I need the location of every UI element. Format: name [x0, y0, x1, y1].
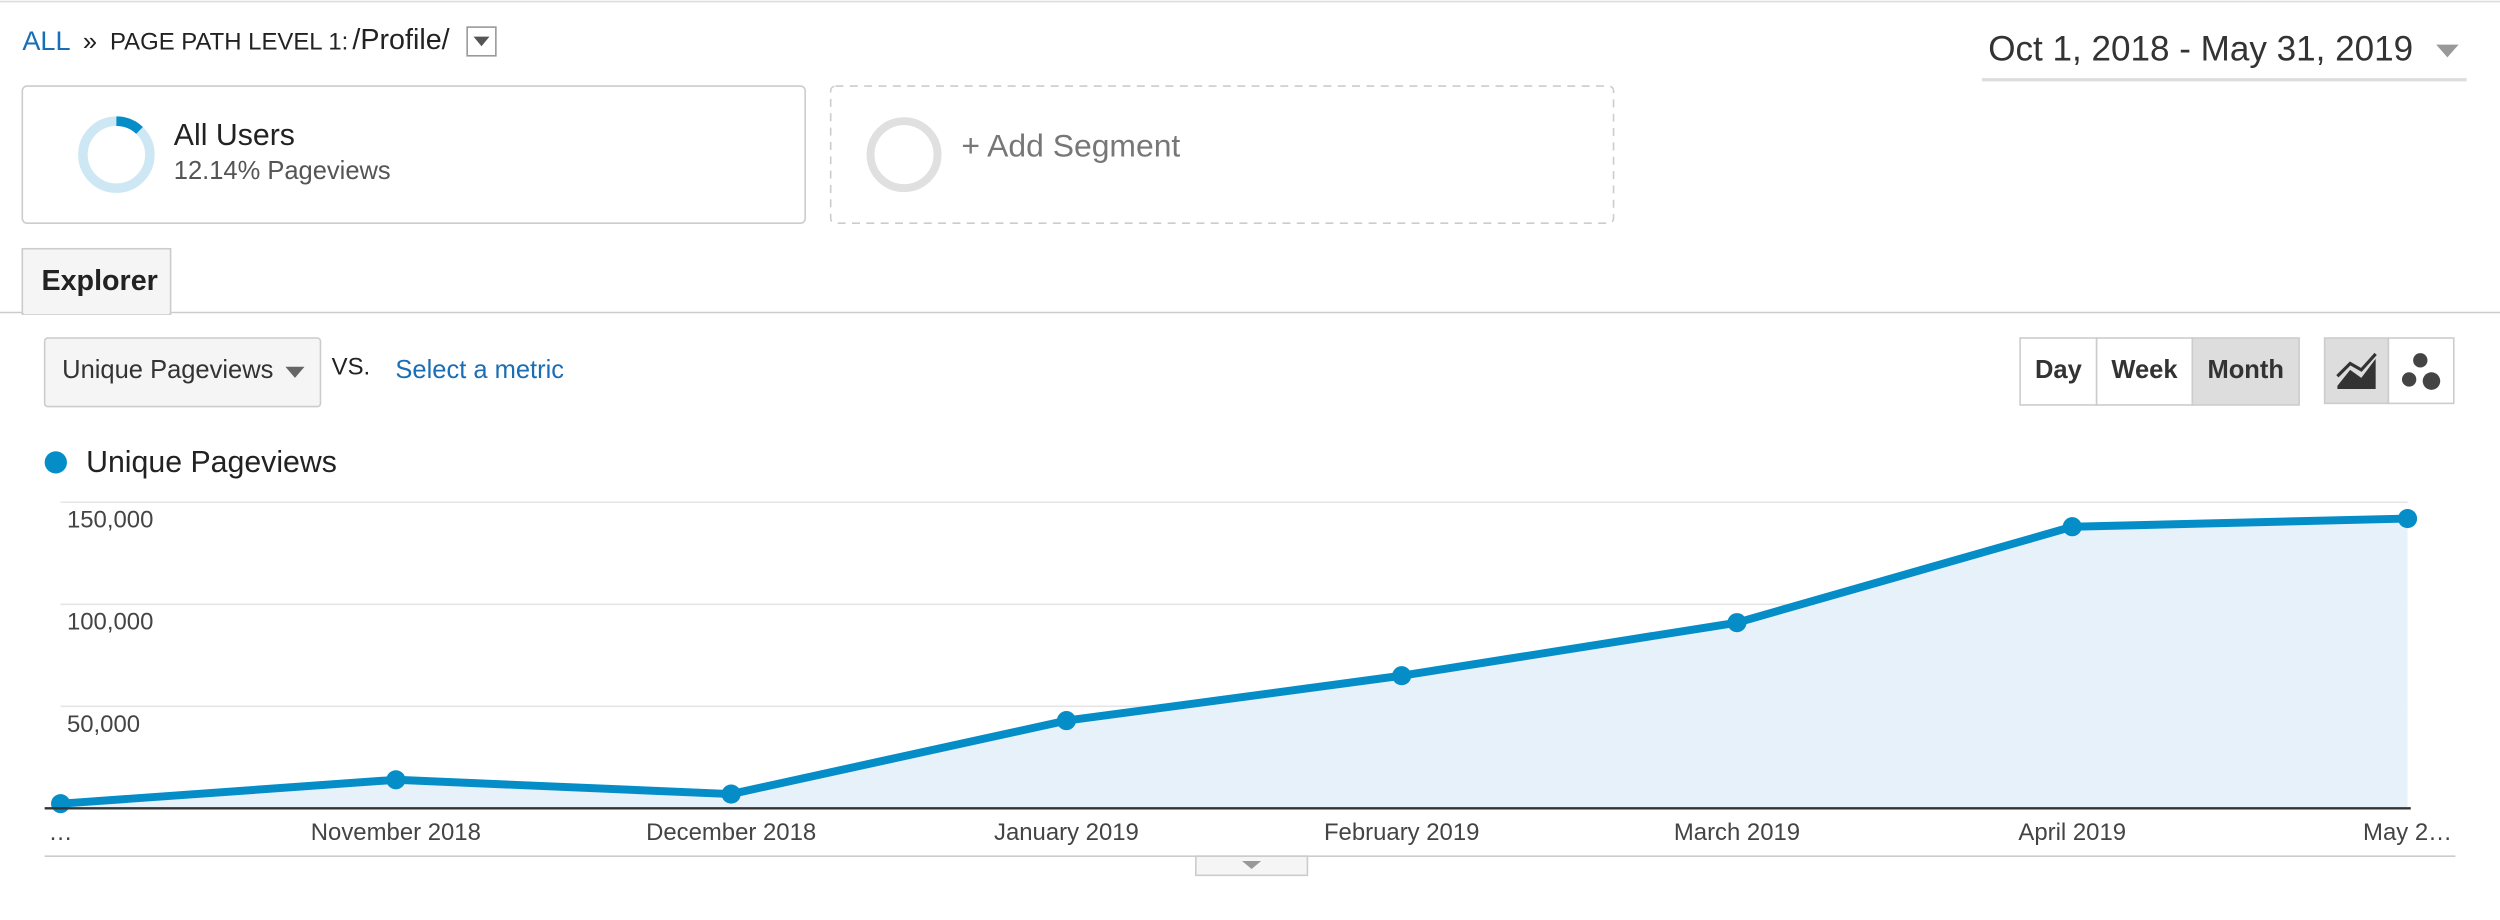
y-tick-label: 150,000 — [67, 507, 153, 534]
tab-label[interactable]: Explorer — [41, 265, 157, 297]
point[interactable] — [1727, 613, 1747, 633]
breadcrumb-dropdown[interactable] — [466, 26, 497, 57]
legend-marker — [44, 451, 67, 474]
point[interactable] — [51, 794, 71, 814]
add-segment-card[interactable] — [829, 85, 1615, 225]
segment-card[interactable] — [21, 85, 806, 225]
x-tick-label: February 2019 — [1324, 819, 1479, 846]
segment-name: All Users — [174, 119, 295, 152]
period-label[interactable]: Week — [2111, 356, 2178, 384]
point[interactable] — [1056, 711, 1076, 731]
select-metric[interactable]: Select a metric — [395, 356, 564, 384]
tab[interactable] — [21, 247, 172, 315]
add-segment-ring — [866, 117, 942, 193]
x-tick-label: January 2019 — [994, 819, 1139, 846]
y-tick-label: 50,000 — [67, 711, 140, 738]
x-tick-label: December 2018 — [646, 819, 816, 846]
x-tick-label: November 2018 — [311, 819, 481, 846]
period-button[interactable] — [2191, 337, 2300, 406]
x-tick-label: April 2019 — [2018, 819, 2126, 846]
x-tick-label: March 2019 — [1674, 819, 1800, 846]
line — [60, 514, 2408, 808]
metric-arrow[interactable] — [285, 366, 305, 378]
metric-label[interactable]: Unique Pageviews — [62, 356, 273, 384]
point[interactable] — [2062, 517, 2082, 537]
add-segment-label[interactable]: + Add Segment — [961, 128, 1180, 164]
period-label[interactable]: Day — [2035, 356, 2083, 384]
metric-dropdown[interactable] — [43, 337, 322, 408]
y-tick-label: 100,000 — [67, 609, 153, 636]
area — [60, 518, 2408, 809]
chart-type-buttons — [2323, 337, 2455, 405]
period-button[interactable] — [2095, 337, 2194, 406]
motion-icon-dot — [2422, 372, 2441, 390]
line-chart-button[interactable] — [2323, 337, 2390, 405]
point[interactable] — [1392, 666, 1412, 686]
breadcrumb-value: /Profile/ — [352, 24, 449, 56]
vs-label: VS. — [332, 354, 371, 381]
chart: 50,000 100,000 150,000 … November 2018 Decemb… — [44, 501, 2452, 846]
point[interactable] — [386, 770, 406, 790]
period-label[interactable]: Month — [2207, 356, 2283, 384]
point[interactable] — [721, 784, 741, 804]
line-chart-icon — [2337, 358, 2376, 390]
motion-chart-button[interactable] — [2387, 337, 2455, 405]
point[interactable] — [2397, 508, 2418, 529]
x-tick-label: … — [49, 819, 73, 846]
line-chart-icon-line — [2336, 352, 2377, 378]
content: ALL » PAGE PATH LEVEL 1: /Profile/ Oct 1… — [0, 0, 2500, 877]
motion-icon-dot — [2413, 353, 2428, 368]
period-buttons: Day Week Month — [2019, 337, 2300, 406]
segment-share: 12.14% Pageviews — [174, 157, 391, 185]
date-range-arrow[interactable] — [2436, 44, 2459, 58]
period-button[interactable] — [2019, 337, 2098, 406]
motion-icon-dot — [2401, 372, 2417, 387]
breadcrumb-dimension: PAGE PATH LEVEL 1: — [110, 28, 348, 55]
breadcrumb-root[interactable]: ALL — [22, 25, 70, 56]
breadcrumb-separator: » — [83, 28, 97, 56]
expand-toggle[interactable] — [1195, 855, 1309, 877]
legend-label[interactable]: Unique Pageviews — [86, 446, 337, 479]
date-range[interactable]: Oct 1, 2018 - May 31, 2019 — [1988, 29, 2413, 68]
x-tick-label: May 2… — [2363, 819, 2452, 846]
segment-donut-share — [116, 116, 143, 135]
